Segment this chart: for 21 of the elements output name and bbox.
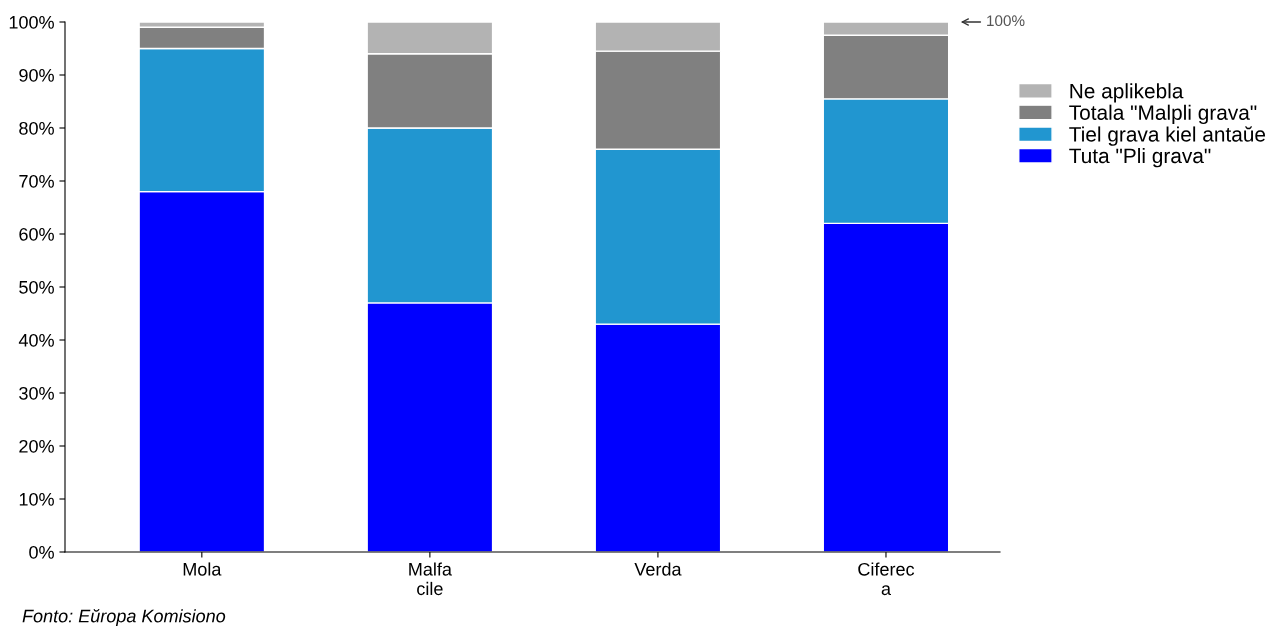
y-tick-label: 100% [9, 15, 54, 29]
y-tick-label: 60% [19, 227, 54, 241]
annotation: 100% [987, 15, 1025, 27]
x-tick-label: Mola [183, 562, 222, 576]
legend-label: Tiel grava kiel antaŭe [1069, 126, 1266, 146]
legend-label: Totala "Malpli grava" [1069, 104, 1257, 125]
y-tick-label: 50% [19, 280, 54, 294]
y-tick-label: 30% [19, 386, 54, 400]
y-tick-label: 90% [19, 68, 54, 82]
x-tick-label: Ciferec a [858, 562, 915, 596]
legend-label: Ne aplikebla [1070, 83, 1184, 103]
y-tick-label: 20% [19, 439, 54, 453]
y-tick-label: 80% [19, 121, 54, 135]
x-tick-label: Verda [634, 562, 682, 576]
legend-label: Tuta "Pli grava" [1069, 147, 1211, 168]
text: Fonto: Eŭropa Komisiono [22, 608, 226, 626]
y-tick-label: 10% [19, 492, 54, 506]
y-tick-label: 40% [18, 333, 54, 347]
x-tick-label: Malfa cile [409, 562, 452, 596]
y-tick-label: 70% [19, 174, 54, 188]
y-tick-label: 0% [29, 545, 54, 559]
